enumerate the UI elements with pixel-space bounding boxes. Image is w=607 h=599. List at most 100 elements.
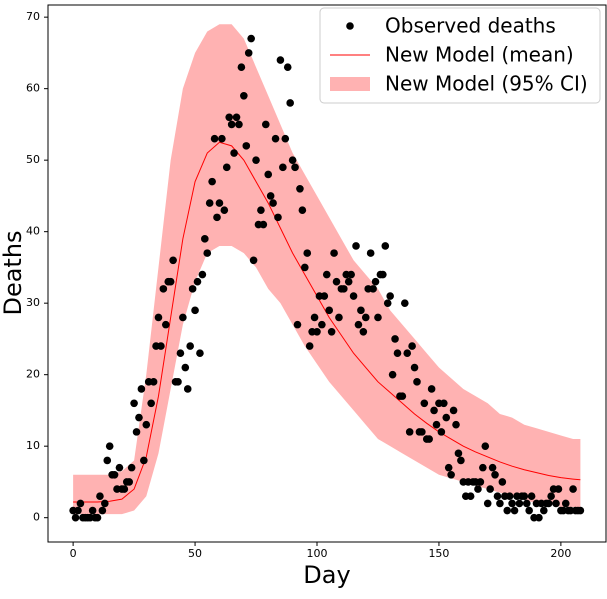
data-point <box>371 277 380 286</box>
data-point <box>437 428 446 436</box>
legend-symbol <box>330 77 370 91</box>
data-point <box>159 285 168 293</box>
data-point <box>361 313 370 322</box>
legend-symbol <box>346 22 354 30</box>
data-point <box>552 499 560 508</box>
data-point <box>493 492 502 501</box>
legend-label: New Model (mean) <box>385 43 574 67</box>
data-point <box>88 506 97 515</box>
data-point <box>503 506 512 515</box>
data-point <box>457 456 465 465</box>
data-point <box>286 99 294 107</box>
data-point <box>225 113 234 122</box>
data-point <box>127 463 136 472</box>
data-point <box>522 499 531 508</box>
x-tick-label: 150 <box>428 547 449 560</box>
data-point <box>174 378 182 386</box>
x-axis-label: Day <box>303 561 350 589</box>
data-point <box>222 163 231 172</box>
data-point <box>327 327 336 336</box>
data-point <box>252 156 260 164</box>
data-point <box>349 292 358 300</box>
data-point <box>205 199 214 207</box>
data-point <box>115 463 124 472</box>
data-point <box>203 249 212 257</box>
data-point <box>157 342 165 350</box>
data-point <box>266 192 275 200</box>
data-point <box>508 499 516 508</box>
data-point <box>296 184 304 193</box>
x-tick-label: 100 <box>307 547 328 560</box>
data-point <box>576 506 585 515</box>
data-point <box>430 406 438 415</box>
data-point <box>554 485 563 493</box>
data-point <box>505 492 514 501</box>
data-point <box>181 363 190 372</box>
data-point <box>515 499 524 508</box>
data-point <box>135 413 143 422</box>
data-point <box>276 56 285 64</box>
data-point <box>332 277 341 286</box>
data-point <box>481 442 490 450</box>
data-point <box>261 120 270 129</box>
data-point <box>179 313 187 322</box>
data-point <box>510 506 519 515</box>
data-point <box>169 256 177 265</box>
data-point <box>388 370 397 379</box>
data-point <box>101 499 109 508</box>
x-tick-label: 50 <box>188 547 202 560</box>
data-point <box>259 220 268 229</box>
data-point <box>110 470 119 479</box>
data-point <box>525 506 533 515</box>
data-point <box>230 149 238 157</box>
data-point <box>408 342 416 350</box>
y-tick-label: 0 <box>33 511 40 524</box>
data-point <box>288 156 297 164</box>
data-point <box>249 256 258 265</box>
y-tick-label: 20 <box>26 368 40 381</box>
data-point <box>105 442 114 450</box>
y-tick-label: 50 <box>26 153 40 166</box>
data-point <box>432 420 441 429</box>
data-point <box>191 306 199 315</box>
data-point <box>313 327 321 336</box>
data-point <box>483 499 492 508</box>
data-point <box>215 199 224 207</box>
data-point <box>418 428 426 436</box>
data-point <box>213 213 221 222</box>
data-point <box>344 277 353 286</box>
data-point <box>535 513 543 522</box>
data-point <box>379 270 387 279</box>
data-point <box>149 378 158 386</box>
data-point <box>283 63 292 72</box>
ci-band <box>73 24 581 515</box>
data-point <box>140 456 148 465</box>
data-point <box>381 242 390 250</box>
data-point <box>183 385 192 393</box>
data-point <box>405 428 414 436</box>
data-point <box>125 478 134 486</box>
data-point <box>374 313 382 322</box>
data-point <box>293 320 302 329</box>
y-tick-label: 70 <box>26 10 40 23</box>
data-point <box>442 413 451 422</box>
data-point <box>301 263 309 272</box>
data-point <box>218 134 226 143</box>
data-point <box>74 506 82 515</box>
data-point <box>474 485 482 493</box>
data-point <box>291 163 299 172</box>
data-point <box>386 292 394 300</box>
data-point <box>561 499 570 508</box>
data-point <box>340 285 348 293</box>
data-point <box>544 499 553 508</box>
y-tick-label: 10 <box>26 439 40 452</box>
x-tick-label: 0 <box>70 547 77 560</box>
data-point <box>257 206 265 215</box>
data-point <box>413 378 421 386</box>
data-point <box>242 142 251 150</box>
data-point <box>208 177 216 186</box>
data-point <box>393 349 402 358</box>
data-point <box>335 313 343 322</box>
data-point <box>354 320 363 329</box>
